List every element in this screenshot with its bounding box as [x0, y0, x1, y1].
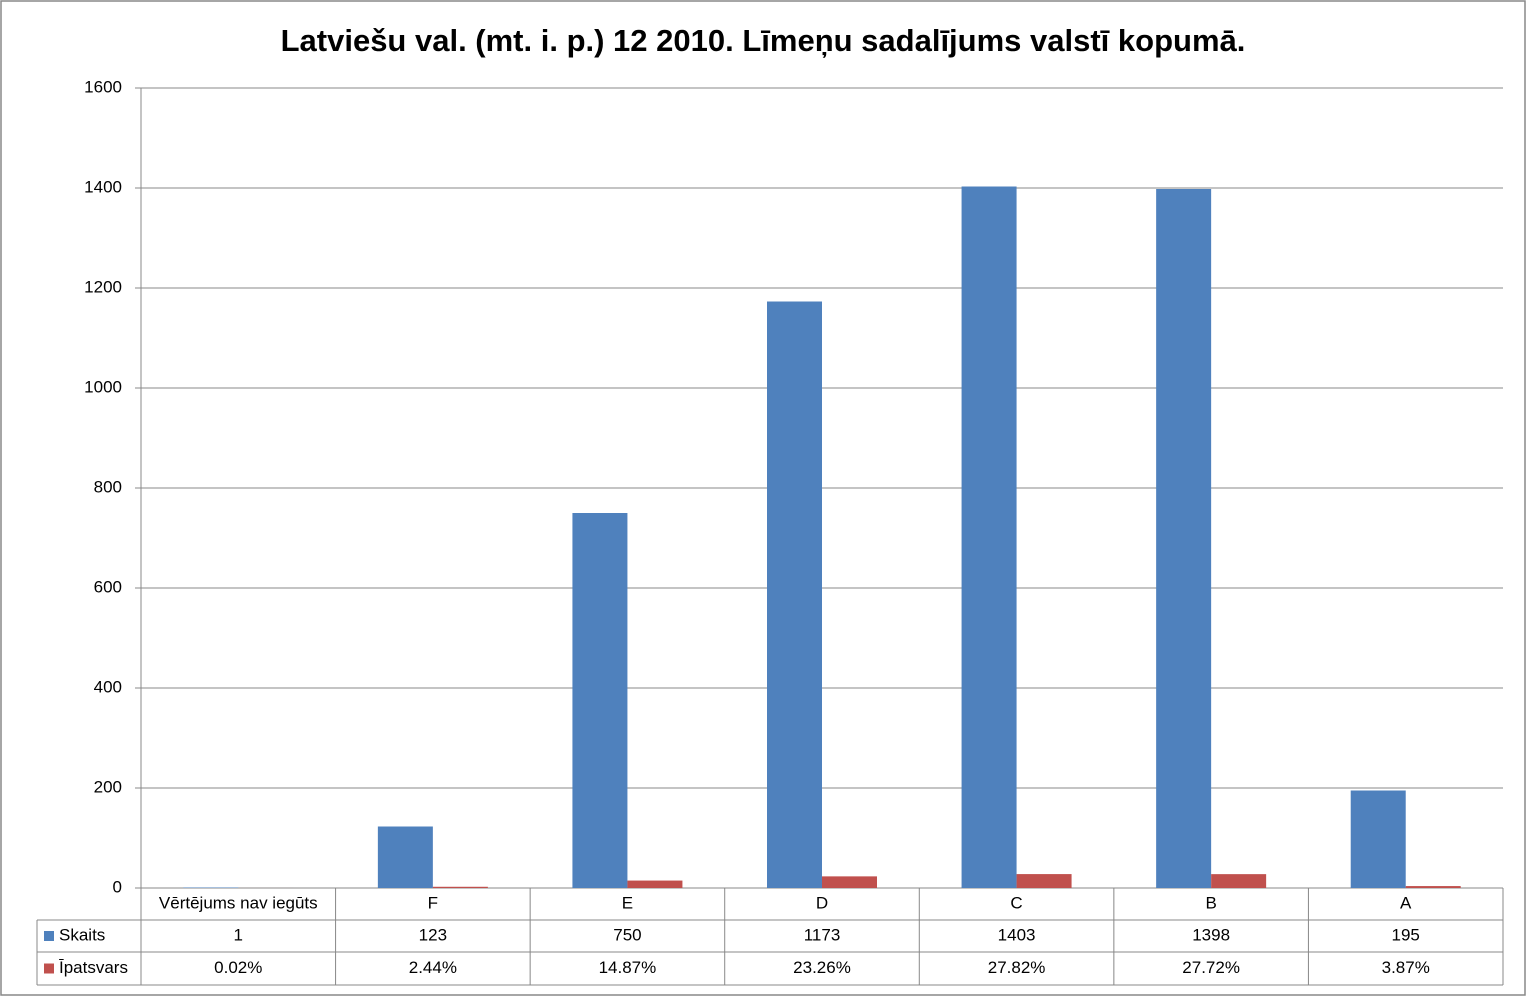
- table-cell: 195: [1392, 925, 1420, 944]
- table-cell: 2.44%: [409, 958, 457, 977]
- table-cell: 0.02%: [214, 958, 262, 977]
- y-tick-label: 400: [94, 677, 122, 696]
- table-cell: 3.87%: [1382, 958, 1430, 977]
- table-cell: 750: [613, 925, 641, 944]
- y-tick-label: 800: [94, 477, 122, 496]
- y-tick-label: 1000: [84, 377, 122, 396]
- table-cell: 1: [234, 925, 243, 944]
- table-cell: 123: [419, 925, 447, 944]
- bar: [767, 301, 822, 888]
- x-tick-label: E: [622, 893, 633, 912]
- legend-key: [44, 931, 54, 941]
- legend-key: [44, 963, 54, 974]
- legend-label: Skaits: [59, 925, 105, 944]
- chart-title: Latviešu val. (mt. i. p.) 12 2010. Līmeņ…: [281, 23, 1246, 58]
- legend-label: Īpatsvars: [59, 958, 128, 977]
- x-tick-label: Vērtējums nav iegūts: [159, 893, 318, 912]
- bar: [961, 186, 1017, 888]
- y-tick-label: 600: [94, 577, 122, 596]
- bar: [183, 887, 239, 888]
- x-tick-label: C: [1010, 893, 1022, 912]
- table-cell: 23.26%: [793, 958, 851, 977]
- y-tick-label: 1400: [84, 177, 122, 196]
- bar: [1156, 189, 1212, 888]
- bar: [432, 886, 488, 888]
- y-tick-label: 1600: [84, 77, 122, 96]
- x-tick-label: A: [1400, 893, 1412, 912]
- table-cell: 27.82%: [988, 958, 1046, 977]
- x-tick-label: B: [1205, 893, 1216, 912]
- table-cell: 14.87%: [599, 958, 657, 977]
- table-cell: 1173: [804, 925, 841, 944]
- bar: [377, 826, 433, 888]
- table-cell: 27.72%: [1182, 958, 1240, 977]
- y-tick-label: 200: [94, 777, 122, 796]
- table-cell: 1398: [1192, 925, 1230, 944]
- bar: [572, 513, 628, 888]
- bar: [822, 876, 877, 888]
- x-tick-label: F: [428, 893, 438, 912]
- x-tick-label: D: [816, 893, 828, 912]
- bar: [1405, 886, 1461, 888]
- y-tick-label: 0: [113, 877, 122, 896]
- bar: [1016, 874, 1072, 888]
- y-tick-label: 1200: [84, 277, 122, 296]
- bar: [1211, 874, 1267, 888]
- table-cell: 1403: [998, 925, 1036, 944]
- bar: [627, 880, 683, 888]
- bar: [1350, 790, 1406, 888]
